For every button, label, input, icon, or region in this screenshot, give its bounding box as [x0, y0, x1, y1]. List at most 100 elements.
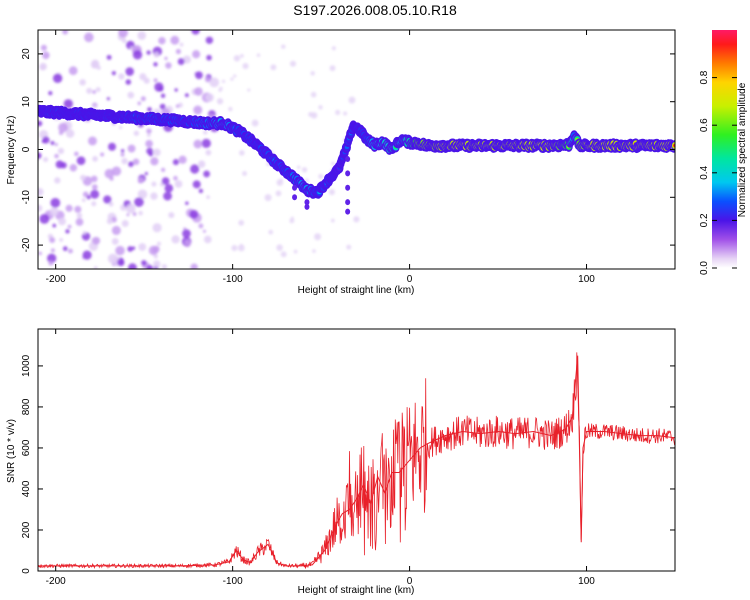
noise-speck	[43, 156, 49, 163]
noise-speck	[172, 159, 179, 166]
noise-speck	[127, 91, 135, 99]
noise-speck	[42, 51, 50, 60]
noise-speck	[121, 157, 128, 165]
noise-speck	[153, 254, 159, 259]
noise-speck	[38, 152, 42, 159]
noise-speck	[156, 241, 161, 246]
noise-speck	[50, 197, 61, 208]
noise-speck	[127, 246, 133, 252]
ridge-branch	[292, 194, 298, 201]
noise-speck	[192, 180, 201, 189]
noise-speck	[160, 167, 166, 173]
noise-speck	[48, 91, 53, 96]
noise-speck	[137, 31, 147, 40]
snr-frame	[37, 328, 676, 572]
noise-speck	[55, 160, 64, 169]
noise-speck	[150, 192, 158, 200]
noise-speck	[92, 90, 96, 94]
y-tick-label: 20	[21, 48, 32, 60]
noise-speck	[106, 218, 113, 225]
noise-speck	[100, 152, 105, 157]
noise-speck	[237, 244, 245, 252]
noise-speck	[59, 237, 64, 242]
noise-speck	[318, 173, 324, 179]
colorbar-ticks: 0.0 0.2 0.4 0.6 0.8	[699, 70, 737, 275]
x-tick-label: -200	[46, 576, 66, 587]
noise-speck	[190, 263, 198, 269]
snr-ylabel: SNR (10 * v/v)	[6, 419, 17, 483]
noise-speck	[140, 96, 146, 102]
noise-speck	[353, 216, 360, 223]
noise-speck	[144, 171, 148, 176]
y-tick-label: 200	[21, 521, 32, 538]
noise-speck	[154, 51, 159, 57]
noise-speck	[158, 86, 164, 92]
noise-speck	[289, 218, 295, 224]
spectrogram-ylabel: Frequency (Hz)	[6, 116, 17, 185]
noise-speck	[111, 70, 116, 76]
noise-speck	[228, 106, 233, 112]
spectrogram-noise	[38, 30, 360, 269]
noise-speck	[256, 53, 261, 57]
spectrogram-ridge	[38, 104, 675, 215]
noise-speck	[76, 212, 83, 219]
noise-speck	[348, 96, 356, 104]
snr-noise-trace	[38, 352, 675, 570]
noise-speck	[219, 86, 223, 91]
x-tick-label: -100	[223, 576, 243, 587]
noise-speck	[276, 179, 284, 186]
noise-speck	[84, 32, 94, 43]
noise-speck	[230, 77, 234, 81]
noise-speck	[231, 245, 238, 252]
x-tick-label: 0	[407, 274, 413, 285]
colorbar-tick-label: 0.6	[699, 118, 710, 132]
noise-speck	[50, 248, 55, 253]
noise-speck	[192, 50, 201, 59]
noise-speck	[233, 55, 241, 62]
y-tick-label: 800	[21, 398, 32, 415]
chart-title: S197.2026.008.05.10.R18	[293, 2, 457, 18]
noise-speck	[147, 107, 152, 112]
noise-speck	[50, 140, 55, 145]
noise-speck	[164, 56, 168, 61]
noise-speck	[189, 209, 199, 219]
noise-speck	[152, 223, 162, 233]
noise-speck	[242, 63, 249, 70]
noise-speck	[268, 229, 274, 235]
noise-speck	[146, 133, 151, 138]
noise-speck	[126, 213, 130, 217]
noise-speck	[132, 158, 140, 166]
noise-speck	[239, 150, 245, 156]
noise-speck	[159, 103, 166, 110]
noise-speck	[153, 78, 158, 83]
noise-speck	[275, 190, 282, 197]
noise-speck	[191, 30, 200, 35]
noise-speck	[90, 175, 98, 183]
noise-speck	[39, 62, 47, 71]
colorbar-gradient	[712, 30, 737, 268]
noise-speck	[54, 153, 59, 159]
noise-speck	[175, 48, 181, 55]
noise-speck	[86, 87, 93, 94]
noise-speck	[54, 142, 58, 147]
noise-speck	[182, 55, 191, 64]
noise-speck	[138, 243, 147, 251]
noise-speck	[108, 142, 117, 151]
noise-speck	[153, 62, 158, 67]
snr-xlabel: Height of straight line (km)	[298, 585, 415, 596]
noise-speck	[150, 157, 159, 166]
y-tick-label: 600	[21, 439, 32, 456]
ridge-branch	[304, 203, 310, 210]
noise-speck	[93, 105, 97, 109]
noise-speck	[49, 237, 56, 244]
noise-speck	[146, 128, 152, 134]
noise-speck	[127, 144, 136, 153]
colorbar-label: Normalized spectral amplitude	[737, 82, 748, 217]
noise-speck	[52, 73, 63, 83]
noise-speck	[216, 98, 224, 105]
y-tick-label: -10	[21, 190, 32, 205]
noise-speck	[198, 223, 204, 229]
noise-speck	[335, 109, 341, 115]
